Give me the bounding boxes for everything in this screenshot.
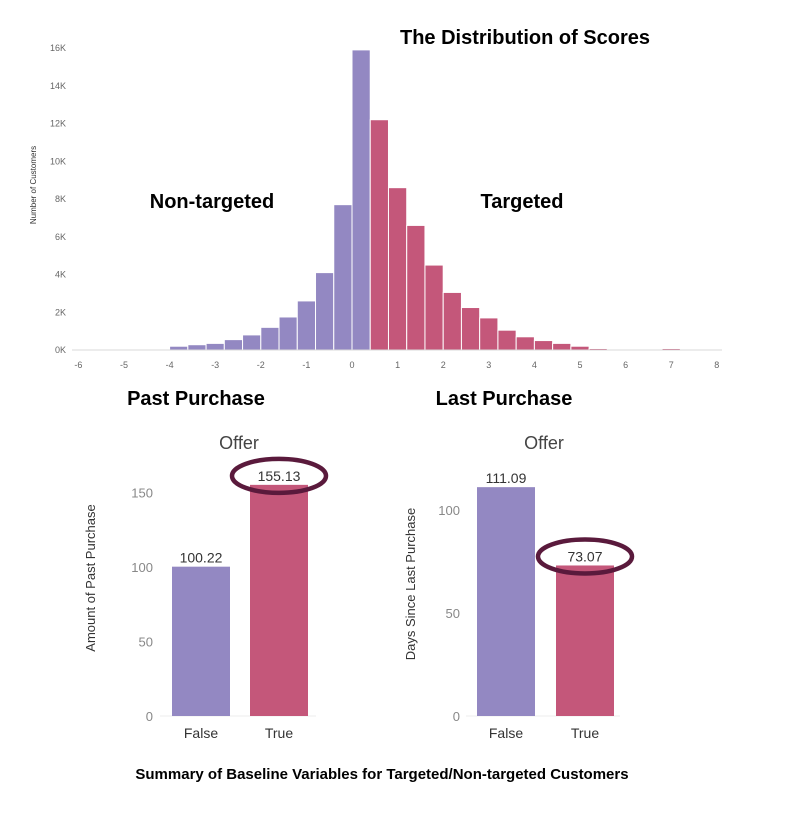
histogram-y-tick-label: 14K bbox=[50, 81, 66, 91]
histogram-x-tick-label: -2 bbox=[257, 360, 265, 370]
past-purchase-title: Past Purchase bbox=[127, 388, 265, 410]
histogram-bar bbox=[205, 342, 225, 351]
past-purchase-bars bbox=[172, 484, 308, 716]
histogram-x-tick-label: 2 bbox=[441, 360, 446, 370]
past-purchase-category-label: False bbox=[184, 725, 218, 741]
histogram-bar bbox=[169, 345, 189, 351]
last-purchase-bars bbox=[477, 487, 614, 716]
histogram-x-tick-label: 8 bbox=[714, 360, 719, 370]
last-purchase-y-axis-label: Days Since Last Purchase bbox=[403, 508, 418, 660]
last-purchase-title: Last Purchase bbox=[436, 388, 573, 410]
histogram-bar bbox=[515, 336, 535, 351]
histogram-x-tick-label: 1 bbox=[395, 360, 400, 370]
histogram-y-tick-label: 6K bbox=[55, 232, 66, 242]
histogram-y-tick-label: 2K bbox=[55, 307, 66, 317]
histogram-bar bbox=[242, 334, 262, 351]
past-purchase-y-tick-label: 50 bbox=[139, 635, 153, 650]
past-purchase-category-labels: False True bbox=[184, 725, 293, 741]
histogram-bar bbox=[552, 342, 572, 351]
histogram-bar bbox=[333, 204, 353, 351]
histogram-x-tick-label: 3 bbox=[486, 360, 491, 370]
histogram-bars bbox=[150, 49, 681, 351]
past-purchase-category-label: True bbox=[265, 725, 293, 741]
histogram-bar bbox=[296, 300, 317, 351]
past-purchase-chart: Past Purchase Offer Amount of Past Purch… bbox=[83, 388, 329, 741]
histogram-bar bbox=[460, 307, 481, 351]
histogram-x-tick-label: -3 bbox=[211, 360, 219, 370]
last-purchase-bar bbox=[556, 565, 614, 716]
histogram-bar bbox=[260, 326, 280, 351]
histogram-y-tick-label: 0K bbox=[55, 345, 66, 355]
histogram-bar bbox=[533, 340, 554, 351]
last-purchase-chart: Last Purchase Offer Days Since Last Purc… bbox=[403, 388, 635, 741]
last-purchase-bar bbox=[477, 487, 535, 716]
histogram-bar bbox=[387, 187, 408, 351]
histogram-x-tick-label: -4 bbox=[166, 360, 174, 370]
histogram-x-tick-label: -6 bbox=[74, 360, 82, 370]
past-purchase-y-tick-labels: 0 50 100 150 bbox=[131, 486, 153, 725]
last-purchase-value-labels: 111.09 73.07 bbox=[486, 470, 635, 576]
histogram-bar bbox=[351, 49, 371, 351]
histogram-x-tick-label: -1 bbox=[302, 360, 310, 370]
past-purchase-value-label: 155.13 bbox=[258, 468, 301, 484]
histogram-x-tick-label: -5 bbox=[120, 360, 128, 370]
histogram-x-tick-label: 4 bbox=[532, 360, 537, 370]
non-targeted-annotation: Non-targeted bbox=[150, 191, 274, 213]
past-purchase-bar bbox=[250, 484, 308, 716]
score-distribution-chart: -6 -5 -4 -3 -2 -1 0 1 2 3 4 5 6 7 8 0K 2K 4K 6K 8K 10K 12K 14… bbox=[29, 27, 722, 370]
histogram-x-tick-label: 6 bbox=[623, 360, 628, 370]
last-purchase-value-label: 73.07 bbox=[567, 548, 602, 564]
past-purchase-highlight-ellipse bbox=[229, 456, 329, 496]
past-purchase-bar bbox=[172, 566, 230, 716]
histogram-bar bbox=[479, 317, 499, 351]
histogram-y-tick-label: 12K bbox=[50, 119, 66, 129]
past-purchase-offer-header: Offer bbox=[219, 433, 259, 453]
histogram-y-tick-label: 16K bbox=[50, 43, 66, 53]
last-purchase-category-labels: False True bbox=[489, 725, 599, 741]
past-purchase-y-tick-label: 100 bbox=[131, 560, 153, 575]
figure-caption: Summary of Baseline Variables for Target… bbox=[135, 766, 628, 783]
histogram-title: The Distribution of Scores bbox=[400, 27, 650, 49]
last-purchase-y-tick-labels: 0 50 100 bbox=[438, 503, 460, 724]
histogram-x-tick-label: 5 bbox=[577, 360, 582, 370]
last-purchase-category-label: True bbox=[571, 725, 599, 741]
histogram-bar bbox=[406, 224, 426, 351]
last-purchase-value-label: 111.09 bbox=[486, 470, 527, 486]
targeted-annotation: Targeted bbox=[481, 191, 564, 213]
last-purchase-y-tick-label: 50 bbox=[446, 606, 460, 621]
histogram-bar bbox=[497, 329, 517, 351]
last-purchase-category-label: False bbox=[489, 725, 523, 741]
histogram-y-tick-label: 8K bbox=[55, 194, 66, 204]
histogram-y-tick-label: 4K bbox=[55, 270, 66, 280]
histogram-bar bbox=[223, 339, 244, 351]
last-purchase-offer-header: Offer bbox=[524, 433, 564, 453]
last-purchase-y-tick-label: 0 bbox=[453, 709, 460, 724]
histogram-bar bbox=[315, 272, 335, 351]
histogram-bar bbox=[424, 264, 444, 351]
histogram-bar bbox=[187, 344, 207, 351]
past-purchase-y-axis-label: Amount of Past Purchase bbox=[83, 504, 98, 651]
histogram-y-tick-label: 10K bbox=[50, 156, 66, 166]
histogram-x-tick-label: 7 bbox=[669, 360, 674, 370]
histogram-x-tick-label: 0 bbox=[349, 360, 354, 370]
past-purchase-value-label: 100.22 bbox=[180, 550, 223, 566]
past-purchase-y-tick-label: 150 bbox=[131, 486, 153, 501]
past-purchase-y-tick-label: 0 bbox=[146, 709, 153, 724]
histogram-x-tick-labels: -6 -5 -4 -3 -2 -1 0 1 2 3 4 5 6 7 8 bbox=[74, 360, 719, 370]
last-purchase-y-tick-label: 100 bbox=[438, 503, 460, 518]
past-purchase-value-labels: 100.22 155.13 bbox=[180, 456, 329, 566]
histogram-bar bbox=[442, 291, 462, 351]
histogram-y-axis-label: Number of Customers bbox=[29, 146, 38, 224]
histogram-y-tick-labels: 0K 2K 4K 6K 8K 10K 12K 14K 16K bbox=[50, 43, 66, 355]
last-purchase-highlight-ellipse bbox=[535, 537, 635, 576]
histogram-bar bbox=[570, 345, 590, 351]
histogram-bar bbox=[278, 316, 298, 351]
histogram-bar bbox=[369, 119, 389, 351]
